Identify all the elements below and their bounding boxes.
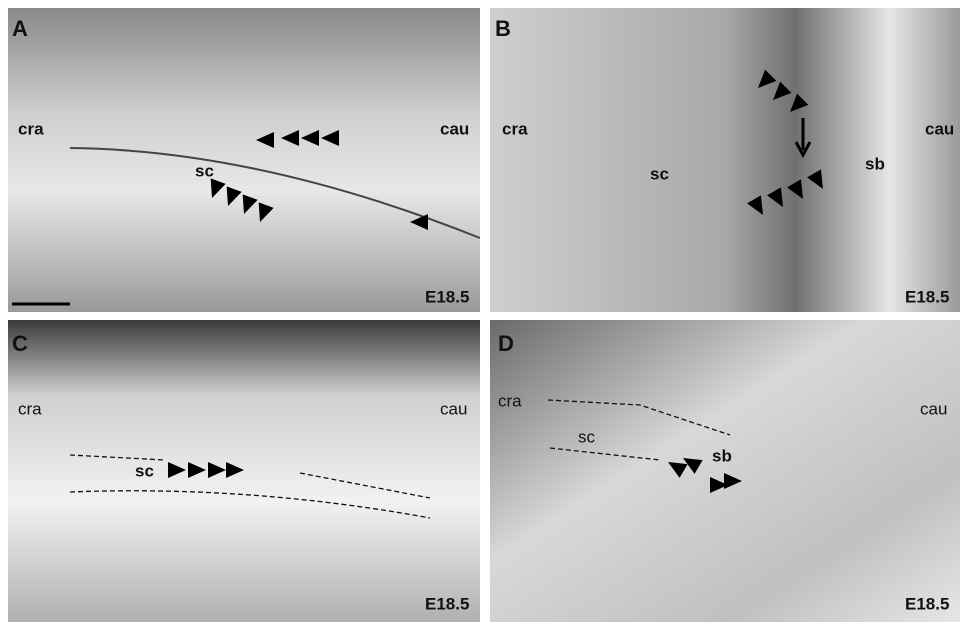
region-label: sc <box>650 164 669 183</box>
region-label: sb <box>865 154 885 173</box>
panel-c-image <box>8 320 480 622</box>
panel-letter: A <box>12 16 28 41</box>
region-label: sc <box>135 461 154 480</box>
region-label: cra <box>502 119 528 138</box>
panel-letter: D <box>498 331 514 356</box>
region-label: cau <box>920 399 947 418</box>
region-label: cra <box>18 399 42 418</box>
panel-b-image <box>490 8 960 312</box>
region-label: cra <box>498 391 522 410</box>
region-label: cau <box>925 119 954 138</box>
stage-label: E18.5 <box>905 594 949 613</box>
region-label: cra <box>18 119 44 138</box>
stage-label: E18.5 <box>905 287 949 306</box>
region-label: sc <box>578 427 596 446</box>
panel-a-image <box>8 8 480 312</box>
stage-label: E18.5 <box>425 287 469 306</box>
region-label: sc <box>195 161 214 180</box>
panel-letter: C <box>12 331 28 356</box>
figure: A E18.5 cra cau sc B E18.5 cra sc sb cau C E18.5 cra c… <box>0 0 960 622</box>
region-label: cau <box>440 119 469 138</box>
region-label: cau <box>440 399 467 418</box>
panel-d-image <box>490 320 960 622</box>
stage-label: E18.5 <box>425 594 469 613</box>
region-label: sb <box>712 446 732 465</box>
panel-letter: B <box>495 16 511 41</box>
